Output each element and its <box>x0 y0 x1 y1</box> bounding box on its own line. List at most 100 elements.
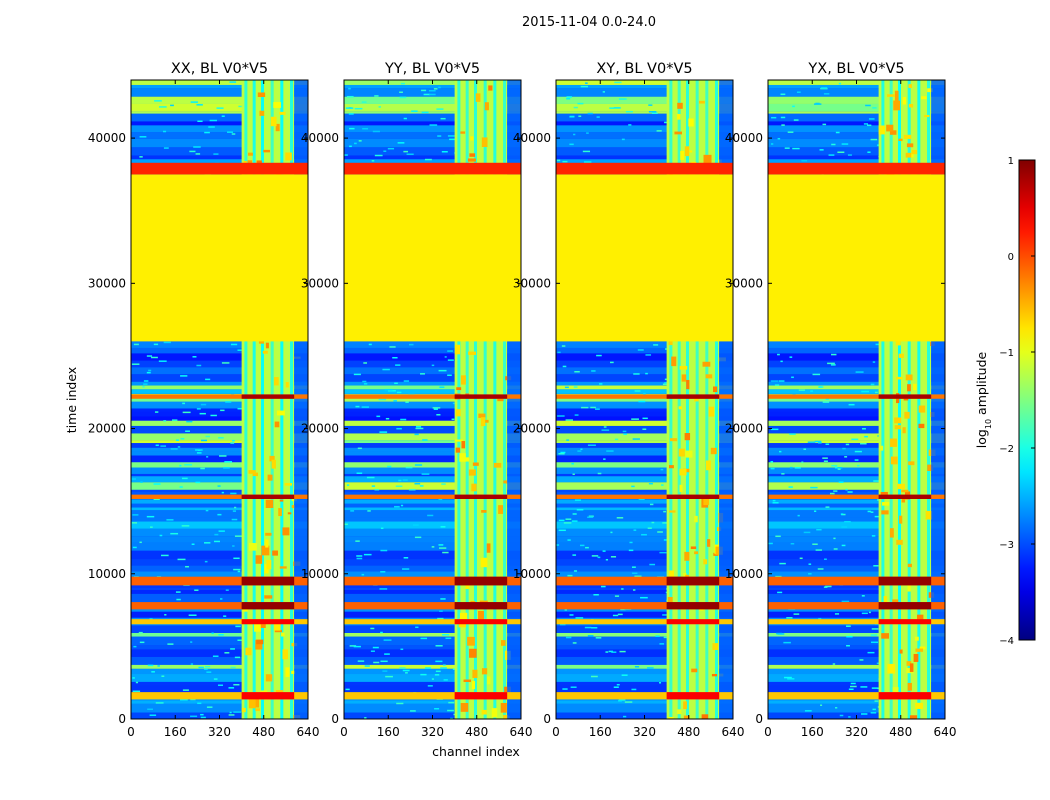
heatmap-speckle <box>196 104 203 106</box>
heatmap-row <box>344 467 521 474</box>
heatmap-row <box>344 455 521 463</box>
heatmap-speckle <box>348 87 351 90</box>
rfi-spot <box>701 714 709 719</box>
heatmap-row <box>344 649 521 657</box>
heatmap-row <box>344 416 521 421</box>
heatmap-row <box>131 674 308 682</box>
heatmap-row <box>556 341 733 348</box>
rfi-spot <box>478 413 486 418</box>
rfi-spot <box>463 679 472 683</box>
rfi-spot <box>472 462 479 466</box>
heatmap-row <box>768 455 945 463</box>
heatmap-row <box>556 398 733 402</box>
heatmap-speckle <box>796 91 801 93</box>
heatmap-speckle <box>596 354 602 357</box>
heatmap-row <box>131 425 308 434</box>
heatmap-speckle <box>784 676 792 679</box>
rfi-spot <box>259 110 265 116</box>
heatmap-row <box>556 401 733 409</box>
heatmap-row <box>131 571 308 578</box>
heatmap-row <box>768 587 945 591</box>
heatmap-row <box>131 420 308 426</box>
heatmap-row <box>556 517 733 522</box>
heatmap-speckle <box>842 447 846 450</box>
heatmap-speckle <box>155 444 159 447</box>
strong-row <box>131 602 308 610</box>
heatmap-speckle <box>146 515 155 518</box>
heatmap-speckle <box>188 614 197 616</box>
heatmap-speckle <box>817 442 822 444</box>
heatmap-speckle <box>649 563 656 566</box>
heatmap-speckle <box>777 633 785 635</box>
heatmap-speckle <box>610 531 613 534</box>
heatmap-speckle <box>396 427 402 430</box>
rfi-spot <box>497 398 504 402</box>
heatmap-row <box>768 440 945 444</box>
heatmap-speckle <box>793 119 799 121</box>
heatmap-speckle <box>146 371 151 374</box>
heatmap-speckle <box>382 368 390 371</box>
heatmap-speckle <box>361 573 365 576</box>
heatmap-speckle <box>150 526 153 528</box>
band-row <box>344 162 521 175</box>
heatmap-row <box>556 138 733 148</box>
heatmap-row <box>131 517 308 522</box>
heatmap-speckle <box>186 420 193 423</box>
heatmap-row <box>344 685 521 693</box>
heatmap-row <box>131 96 308 104</box>
heatmap-row <box>131 521 308 529</box>
heatmap-speckle <box>378 106 382 108</box>
heatmap-row <box>344 401 521 409</box>
heatmap-speckle <box>812 543 818 545</box>
heatmap-row <box>556 611 733 618</box>
heatmap-speckle <box>380 549 388 552</box>
heatmap-speckle <box>618 700 622 702</box>
heatmap-speckle <box>831 353 837 356</box>
heatmap-speckle <box>180 437 185 440</box>
heatmap-speckle <box>608 650 614 653</box>
heatmap-speckle <box>837 151 845 153</box>
rfi-stripe <box>252 80 256 719</box>
heatmap-speckle <box>622 715 627 718</box>
heatmap-speckle <box>818 617 822 620</box>
heatmap-speckle <box>403 557 409 559</box>
heatmap-row <box>768 489 945 493</box>
heatmap-speckle <box>225 401 232 403</box>
heatmap-speckle <box>562 688 568 690</box>
heatmap-row <box>768 443 945 448</box>
heatmap-speckle <box>447 374 452 377</box>
heatmap-speckle <box>577 102 584 105</box>
heatmap-speckle <box>818 386 822 388</box>
rfi-spot <box>886 124 894 132</box>
rfi-spot <box>264 595 273 599</box>
heatmap-speckle <box>815 549 822 551</box>
rfi-spot <box>269 455 275 462</box>
heatmap-speckle <box>617 613 623 616</box>
heatmap-row <box>768 499 945 504</box>
x-tick-label: 480 <box>889 725 912 739</box>
strong-row-rfi <box>454 619 508 625</box>
heatmap-row <box>556 559 733 566</box>
rfi-spot <box>471 483 477 492</box>
heatmap-speckle <box>434 390 438 392</box>
heatmap-speckle <box>599 383 603 385</box>
rfi-spot <box>889 528 894 538</box>
heatmap-speckle <box>585 546 589 549</box>
heatmap-speckle <box>396 702 404 705</box>
heatmap-speckle <box>570 686 577 688</box>
heatmap-speckle <box>780 116 786 119</box>
rfi-spot <box>256 160 262 164</box>
heatmap-speckle <box>822 401 830 403</box>
y-tick-label: 20000 <box>725 422 763 436</box>
heatmap-row <box>768 111 945 114</box>
rfi-spot <box>924 114 930 118</box>
heatmap-speckle <box>394 505 400 508</box>
rfi-spot <box>667 596 673 605</box>
x-tick-label: 640 <box>297 725 320 739</box>
rfi-stripe <box>280 80 284 719</box>
rfi-spot <box>707 539 711 547</box>
heatmap-speckle <box>779 562 786 565</box>
heatmap-speckle <box>566 97 571 100</box>
heatmap-speckle <box>204 665 211 668</box>
